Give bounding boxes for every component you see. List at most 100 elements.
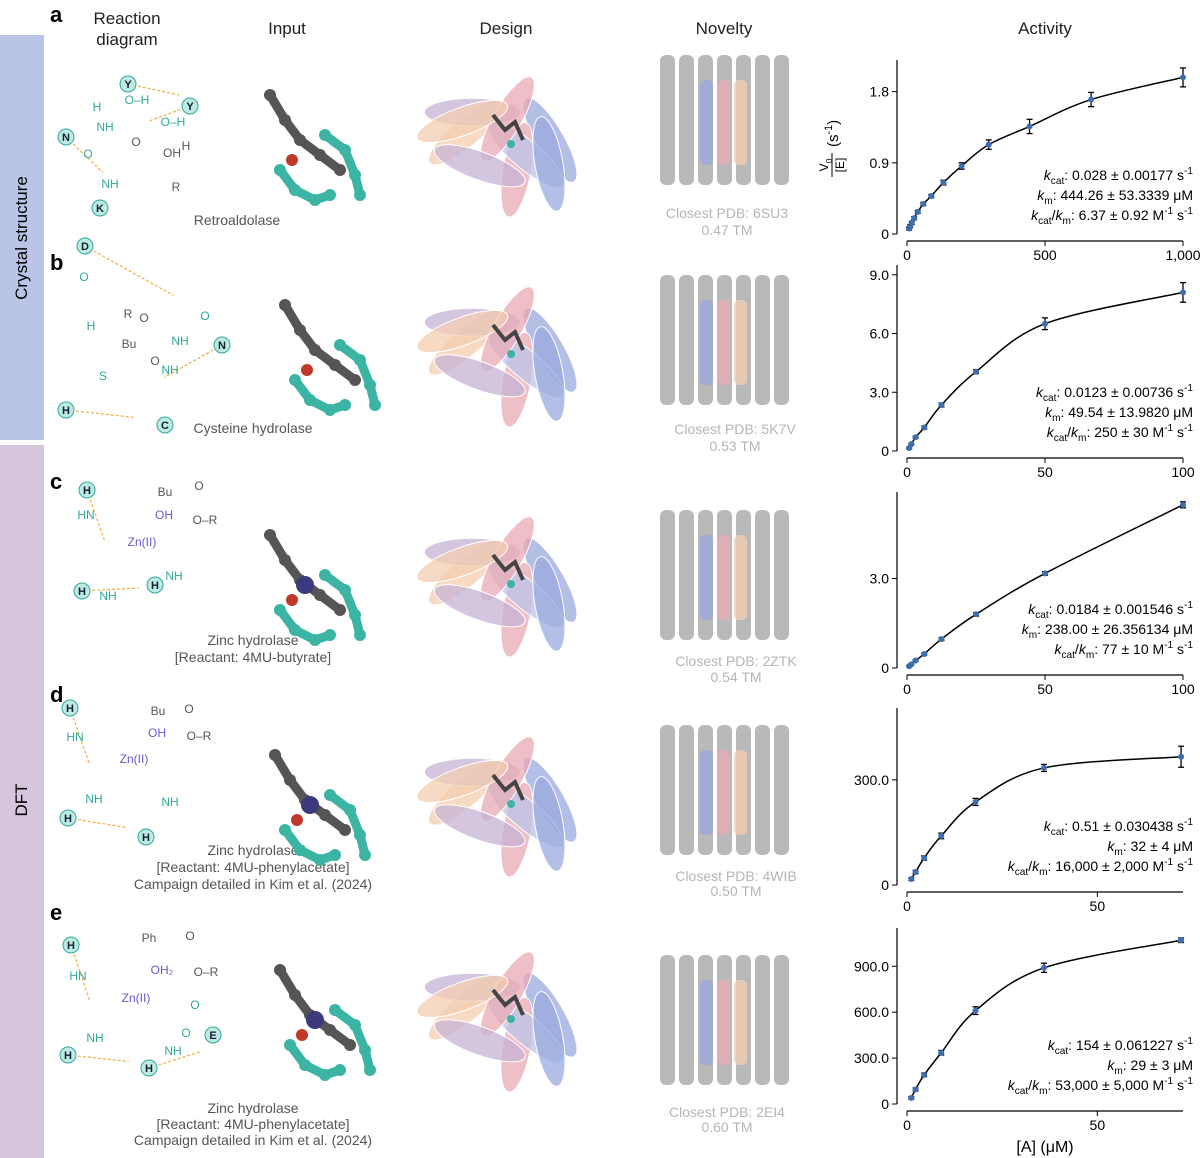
residue-badge <box>76 237 94 255</box>
atom <box>289 989 301 1001</box>
atom <box>507 580 515 588</box>
residue-label: K <box>96 203 104 215</box>
atom <box>344 1039 356 1051</box>
text-segment: k <box>1008 1077 1016 1093</box>
residue-badge <box>73 582 91 600</box>
x-axis-label: [A] (μM) <box>1016 1139 1073 1156</box>
atom <box>369 399 381 411</box>
novelty-caption: 0.47 TM <box>701 222 752 238</box>
atom <box>507 800 515 808</box>
chem-fragment: NH <box>96 120 113 134</box>
atom <box>329 1004 341 1016</box>
chem-fragment: Zn(II) <box>122 991 151 1005</box>
residue-badge <box>61 699 79 717</box>
residue-label: E <box>209 1030 216 1042</box>
helix-gray <box>774 275 789 405</box>
ligand <box>491 773 525 801</box>
data-point <box>1041 764 1048 771</box>
text-segment: m <box>1044 196 1052 207</box>
x-tick-label: 0 <box>903 898 911 914</box>
atom <box>279 824 291 836</box>
text-segment: -1 <box>1164 1076 1173 1087</box>
data-point <box>914 208 921 215</box>
helix <box>416 539 509 583</box>
chem-fragment: O–R <box>194 965 219 979</box>
chem-fragment: H <box>93 100 102 114</box>
data-point <box>938 401 945 408</box>
residue-badge <box>119 75 137 93</box>
helix-overlay <box>717 750 730 835</box>
x-tick-label: 50 <box>1090 1117 1106 1133</box>
panel-letter: b <box>50 250 63 275</box>
data-point <box>1178 753 1185 760</box>
helix-overlay <box>734 750 747 835</box>
panel-letter: e <box>50 900 62 925</box>
atom <box>279 114 291 126</box>
residue-label: H <box>145 1063 153 1075</box>
text-segment: m <box>1062 216 1070 227</box>
helix-overlay <box>700 535 713 620</box>
text-segment: s <box>1173 858 1184 874</box>
atom <box>274 604 286 616</box>
text-segment: m <box>1039 1086 1047 1097</box>
atom <box>334 604 346 616</box>
text-segment: : 0.51 ± 0.030438 s <box>1064 818 1184 834</box>
novelty-caption: Closest PDB: 2ZTK <box>675 653 797 669</box>
chem-fragment: O–H <box>125 93 150 107</box>
x-tick-label: 500 <box>1033 247 1057 263</box>
helix-overlay <box>717 535 730 620</box>
helix <box>532 116 566 212</box>
helix-gray <box>774 955 789 1085</box>
helix <box>416 974 509 1018</box>
helix-gray <box>660 55 675 185</box>
data-point <box>1042 570 1048 577</box>
text-segment: ) <box>825 120 842 125</box>
atom <box>294 134 306 146</box>
helix <box>416 309 509 353</box>
atom <box>324 1024 336 1036</box>
chem-fragment: OH₂ <box>151 963 174 977</box>
atom <box>354 189 366 201</box>
chem-fragment: NH <box>161 363 178 377</box>
atom <box>334 164 346 176</box>
y-tick-label: 3.0 <box>870 384 890 400</box>
y-tick-label: 1.8 <box>870 84 890 100</box>
helix <box>416 99 509 143</box>
text-segment: k <box>1107 838 1115 854</box>
ligand <box>491 988 525 1016</box>
data-point <box>1088 96 1095 103</box>
atom <box>324 189 336 201</box>
text-segment: cat <box>1054 433 1068 444</box>
data-point <box>1180 74 1186 81</box>
text-segment: k <box>1037 187 1045 203</box>
caption: [Reactant: 4MU-phenylacetate] <box>157 1116 350 1132</box>
text-segment: : 77 ± 10 M <box>1094 641 1164 657</box>
ligand <box>491 323 525 351</box>
molecule-bond <box>330 1005 375 1075</box>
ligand <box>491 553 525 581</box>
text-segment: k <box>1032 858 1040 874</box>
data-point <box>912 1086 919 1093</box>
residue-badge <box>137 828 155 846</box>
chem-fragment: R <box>124 307 133 321</box>
bond <box>86 489 106 541</box>
text-segment: -1 <box>1184 206 1193 217</box>
residue-badge <box>156 416 174 434</box>
bond <box>127 83 180 96</box>
helix-gray <box>755 955 770 1085</box>
x-tick-label: 0 <box>903 1117 911 1133</box>
atom <box>359 849 371 861</box>
residue-label: H <box>151 580 159 592</box>
kinetics-annotation: kcat/km: 16,000 ± 2,000 M-1 s-1 <box>1008 857 1194 878</box>
helix-overlay <box>734 535 747 620</box>
residue-badge <box>146 576 164 594</box>
novelty-caption: Closest PDB: 4WIB <box>675 868 796 884</box>
atom <box>507 350 515 358</box>
residue-label: Y <box>186 101 194 113</box>
data-point <box>973 368 979 375</box>
data-point <box>912 657 919 664</box>
atom <box>329 359 341 371</box>
novelty-caption: 0.54 TM <box>710 669 761 685</box>
